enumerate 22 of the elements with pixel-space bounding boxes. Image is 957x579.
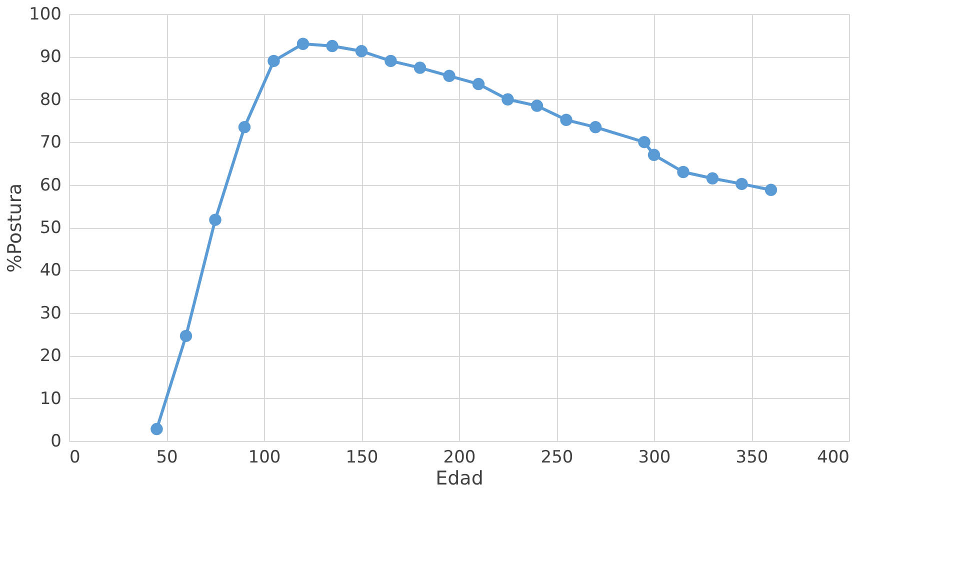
y-tick-label: 90 (40, 47, 62, 68)
x-axis-title: Edad (436, 468, 484, 490)
y-tick-label: 50 (40, 218, 62, 238)
y-tick-label: 10 (40, 388, 62, 409)
y-tick-label: 0 (50, 432, 62, 452)
x-tick-label: 250 (540, 448, 574, 468)
x-tick-label: 200 (443, 448, 476, 468)
x-tick-label: 0 (70, 448, 80, 468)
y-axis-title: %Postura (4, 183, 26, 273)
x-tick-label: 350 (736, 448, 768, 468)
x-tick-label: 150 (346, 448, 378, 468)
x-tick-label: 100 (248, 448, 281, 468)
y-tick-label: 40 (40, 260, 62, 281)
y-tick-label: 30 (40, 303, 62, 324)
y-tick-label: 70 (40, 132, 62, 153)
x-tick-label: 300 (638, 448, 671, 468)
x-tick-label: 400 (817, 448, 850, 468)
y-tick-label: 80 (40, 90, 62, 110)
x-tick-label: 50 (156, 448, 178, 468)
y-tick-label: 100 (29, 4, 62, 24)
y-tick-label: 60 (40, 175, 62, 196)
y-tick-label: 20 (40, 346, 62, 366)
